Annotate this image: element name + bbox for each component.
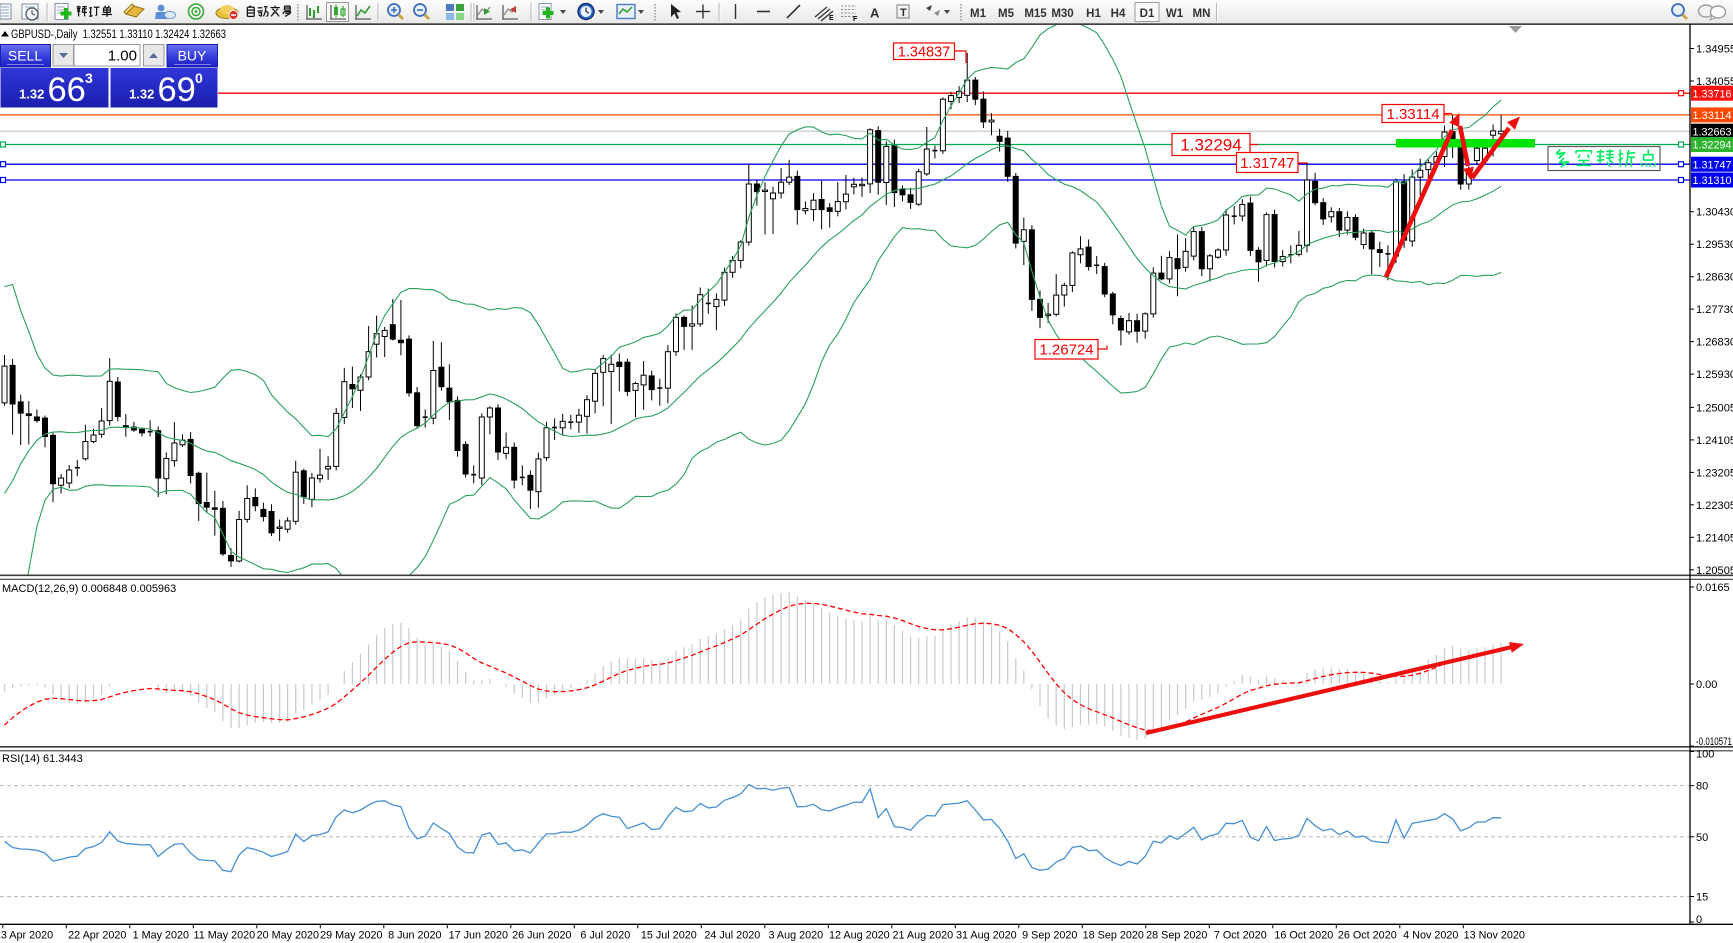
svg-text:1.34055: 1.34055 bbox=[1696, 76, 1733, 88]
svg-text:100: 100 bbox=[1696, 749, 1714, 761]
svg-text:T: T bbox=[900, 7, 907, 19]
svg-text:1.33114: 1.33114 bbox=[1693, 110, 1732, 122]
svg-text:W1: W1 bbox=[1166, 8, 1184, 20]
svg-text:9 Sep 2020: 9 Sep 2020 bbox=[1022, 930, 1077, 942]
svg-text:0.00: 0.00 bbox=[1696, 679, 1717, 691]
svg-text:21 Aug 2020: 21 Aug 2020 bbox=[892, 930, 953, 942]
svg-text:1.32663: 1.32663 bbox=[1693, 126, 1732, 138]
svg-text:1.25005: 1.25005 bbox=[1696, 402, 1733, 414]
svg-text:M15: M15 bbox=[1024, 8, 1047, 20]
svg-text:1.27730: 1.27730 bbox=[1696, 304, 1733, 316]
svg-text:M1: M1 bbox=[970, 8, 987, 20]
svg-text:24 Jul 2020: 24 Jul 2020 bbox=[704, 930, 760, 942]
svg-text:1.22305: 1.22305 bbox=[1696, 500, 1733, 512]
svg-text:80: 80 bbox=[1696, 781, 1708, 793]
svg-text:1.29530: 1.29530 bbox=[1696, 239, 1733, 251]
svg-text:16 Oct 2020: 16 Oct 2020 bbox=[1274, 930, 1333, 942]
svg-text:3 Aug 2020: 3 Aug 2020 bbox=[768, 930, 823, 942]
svg-text:1.20505: 1.20505 bbox=[1696, 565, 1733, 577]
svg-text:15: 15 bbox=[1696, 892, 1708, 904]
svg-text:1.34837: 1.34837 bbox=[898, 45, 950, 61]
svg-text:15 Jul 2020: 15 Jul 2020 bbox=[641, 930, 697, 942]
svg-text:1.33114: 1.33114 bbox=[1386, 106, 1439, 123]
svg-text:1.24105: 1.24105 bbox=[1696, 435, 1733, 447]
svg-text:1.21405: 1.21405 bbox=[1696, 532, 1733, 544]
svg-text:1.31747: 1.31747 bbox=[1693, 159, 1732, 171]
svg-text:1.32: 1.32 bbox=[129, 87, 154, 102]
svg-text:SELL: SELL bbox=[8, 48, 42, 64]
svg-text:50: 50 bbox=[1696, 832, 1708, 844]
svg-text:RSI(14) 61.3443: RSI(14) 61.3443 bbox=[2, 753, 83, 765]
svg-text:1.30430: 1.30430 bbox=[1696, 207, 1733, 219]
svg-text:26 Oct 2020: 26 Oct 2020 bbox=[1338, 930, 1397, 942]
svg-text:26 Jun 2020: 26 Jun 2020 bbox=[512, 930, 571, 942]
svg-text:GBPUSD-,Daily 1.32551 1.33110: GBPUSD-,Daily 1.32551 1.33110 1.32424 1.… bbox=[11, 29, 226, 41]
svg-text:1.31310: 1.31310 bbox=[1693, 175, 1732, 187]
svg-text:D1: D1 bbox=[1140, 8, 1155, 20]
svg-text:0.0165: 0.0165 bbox=[1696, 582, 1730, 594]
svg-text:17 Jun 2020: 17 Jun 2020 bbox=[449, 930, 508, 942]
svg-text:22 Apr 2020: 22 Apr 2020 bbox=[68, 930, 126, 942]
svg-text:A: A bbox=[870, 6, 880, 21]
svg-text:31 Aug 2020: 31 Aug 2020 bbox=[956, 930, 1017, 942]
svg-text:H1: H1 bbox=[1086, 8, 1101, 20]
svg-text:1.31747: 1.31747 bbox=[1240, 155, 1294, 172]
svg-text:66: 66 bbox=[48, 71, 86, 109]
svg-text:1.26724: 1.26724 bbox=[1039, 342, 1093, 359]
svg-text:M5: M5 bbox=[998, 8, 1015, 20]
svg-text:BUY: BUY bbox=[178, 48, 207, 64]
svg-text:1.23205: 1.23205 bbox=[1696, 467, 1733, 479]
svg-text:-0.010571: -0.010571 bbox=[1696, 736, 1732, 748]
svg-text:18 Sep 2020: 18 Sep 2020 bbox=[1083, 930, 1144, 942]
svg-text:1.32294: 1.32294 bbox=[1180, 136, 1241, 155]
svg-text:6 Jul 2020: 6 Jul 2020 bbox=[580, 930, 630, 942]
svg-text:0: 0 bbox=[195, 70, 203, 86]
svg-text:1.33716: 1.33716 bbox=[1693, 88, 1732, 100]
svg-text:1.26830: 1.26830 bbox=[1696, 337, 1733, 349]
svg-text:1.00: 1.00 bbox=[108, 48, 137, 65]
svg-text:7 Oct 2020: 7 Oct 2020 bbox=[1214, 930, 1267, 942]
svg-text:E: E bbox=[829, 15, 834, 22]
svg-text:3: 3 bbox=[85, 70, 93, 86]
svg-text:12 Aug 2020: 12 Aug 2020 bbox=[829, 930, 890, 942]
svg-text:8 Jun 2020: 8 Jun 2020 bbox=[388, 930, 441, 942]
svg-text:MN: MN bbox=[1193, 8, 1211, 20]
svg-text:M30: M30 bbox=[1051, 8, 1073, 20]
svg-text:F: F bbox=[853, 16, 858, 23]
svg-text:1.32: 1.32 bbox=[19, 87, 44, 102]
svg-text:28 Sep 2020: 28 Sep 2020 bbox=[1146, 930, 1207, 942]
svg-text:1.34955: 1.34955 bbox=[1696, 44, 1733, 56]
svg-text:1.28630: 1.28630 bbox=[1696, 272, 1733, 284]
svg-text:1.25930: 1.25930 bbox=[1696, 369, 1733, 381]
svg-text:29 May 2020: 29 May 2020 bbox=[320, 930, 382, 942]
svg-text:69: 69 bbox=[158, 71, 196, 109]
svg-text:20 May 2020: 20 May 2020 bbox=[257, 930, 319, 942]
svg-text:13 Nov 2020: 13 Nov 2020 bbox=[1464, 930, 1525, 942]
svg-text:1 May 2020: 1 May 2020 bbox=[133, 930, 189, 942]
svg-text:11 May 2020: 11 May 2020 bbox=[193, 930, 255, 942]
svg-text:13 Apr 2020: 13 Apr 2020 bbox=[0, 930, 53, 942]
svg-text:4 Nov 2020: 4 Nov 2020 bbox=[1403, 930, 1458, 942]
svg-text:MACD(12,26,9) 0.006848 0.00596: MACD(12,26,9) 0.006848 0.005963 bbox=[2, 583, 176, 595]
svg-text:1.32294: 1.32294 bbox=[1693, 140, 1732, 152]
svg-text:H4: H4 bbox=[1111, 8, 1126, 20]
svg-text:0: 0 bbox=[1696, 914, 1702, 926]
